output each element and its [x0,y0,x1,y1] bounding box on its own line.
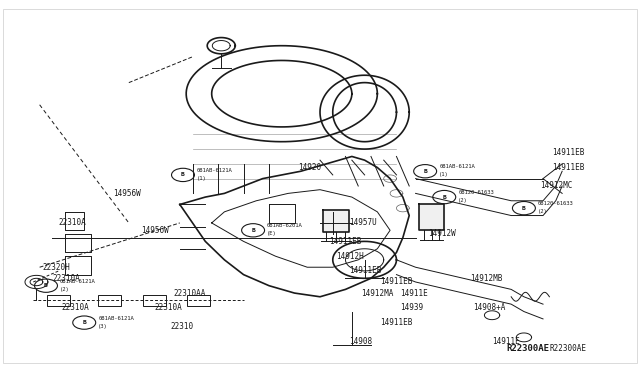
Polygon shape [323,210,349,232]
Text: 14911EB: 14911EB [381,318,413,327]
Text: (2): (2) [538,209,548,214]
Text: (2): (2) [60,287,70,292]
Text: 14911E: 14911E [399,289,428,298]
Polygon shape [419,205,444,230]
Text: (3): (3) [99,324,108,329]
Text: 14911EB: 14911EB [552,148,585,157]
Text: 22310A: 22310A [154,303,182,312]
Text: 14911EB: 14911EB [330,237,362,246]
Text: B: B [522,206,526,211]
Text: 14908: 14908 [349,337,372,346]
Bar [47,295,70,306]
Text: 081AB-6121A: 081AB-6121A [439,164,475,169]
Text: 081AB-6201A: 081AB-6201A [267,223,303,228]
Text: 14911EB: 14911EB [552,163,585,172]
Text: B: B [252,228,255,233]
Text: 14911E: 14911E [492,337,520,346]
Text: (1): (1) [197,176,207,181]
Text: 22320H: 22320H [43,263,70,272]
Text: R22300AE: R22300AE [549,344,586,353]
Text: 22310A: 22310A [59,218,86,227]
Text: 08120-61633: 08120-61633 [458,190,494,195]
Text: 14911EB: 14911EB [381,278,413,286]
Text: 14956W: 14956W [113,189,141,198]
Text: 081AB-6121A: 081AB-6121A [99,316,134,321]
Text: 22310AA: 22310AA [173,289,206,298]
Text: 081AB-6121A: 081AB-6121A [60,279,96,284]
Text: B: B [83,320,86,325]
Bar [143,295,166,306]
Text: 14912H: 14912H [336,251,364,261]
Text: B: B [181,173,185,177]
Text: 14912W: 14912W [428,230,456,238]
Text: (E): (E) [267,231,277,237]
Text: 14956W: 14956W [141,226,170,235]
Text: 22310A: 22310A [52,274,80,283]
Text: B: B [442,195,446,199]
Text: B: B [44,283,48,288]
Text: 14911EB: 14911EB [349,266,381,275]
Text: (2): (2) [458,198,468,203]
Text: 14912MC: 14912MC [540,182,572,190]
Text: 14908+A: 14908+A [473,303,506,312]
Text: R22300AE: R22300AE [506,344,549,353]
Text: 22310A: 22310A [62,303,90,312]
Text: 081AB-6121A: 081AB-6121A [197,168,233,173]
Text: 08120-61633: 08120-61633 [538,201,573,206]
Text: 14912MA: 14912MA [362,289,394,298]
Bar [99,295,121,306]
Bar [188,295,211,306]
Text: 14957U: 14957U [349,218,376,227]
Text: 14920: 14920 [298,163,321,172]
Text: 14939: 14939 [399,303,423,312]
Text: B: B [423,169,427,174]
Text: 22310: 22310 [170,322,193,331]
Text: (1): (1) [439,173,449,177]
Text: 14912MB: 14912MB [470,274,502,283]
